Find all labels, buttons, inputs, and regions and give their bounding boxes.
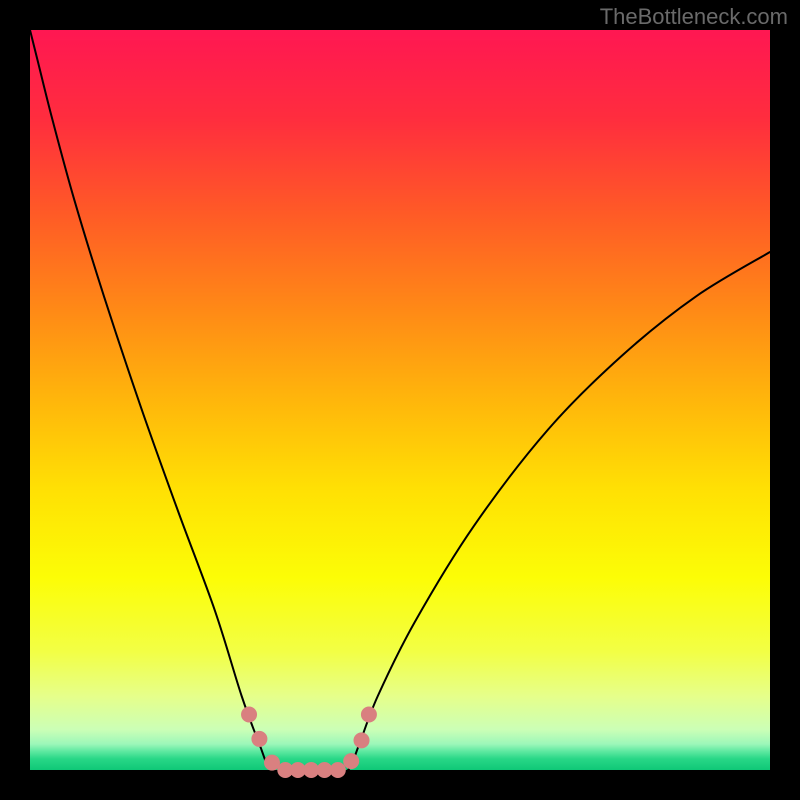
curve-marker xyxy=(361,707,377,723)
curve-marker xyxy=(330,762,346,778)
curve-marker xyxy=(343,753,359,769)
chart-container: TheBottleneck.com xyxy=(0,0,800,800)
curve-marker xyxy=(241,707,257,723)
plot-background xyxy=(30,30,770,770)
chart-svg xyxy=(0,0,800,800)
curve-marker xyxy=(354,732,370,748)
watermark-text: TheBottleneck.com xyxy=(600,4,788,30)
curve-marker xyxy=(251,731,267,747)
